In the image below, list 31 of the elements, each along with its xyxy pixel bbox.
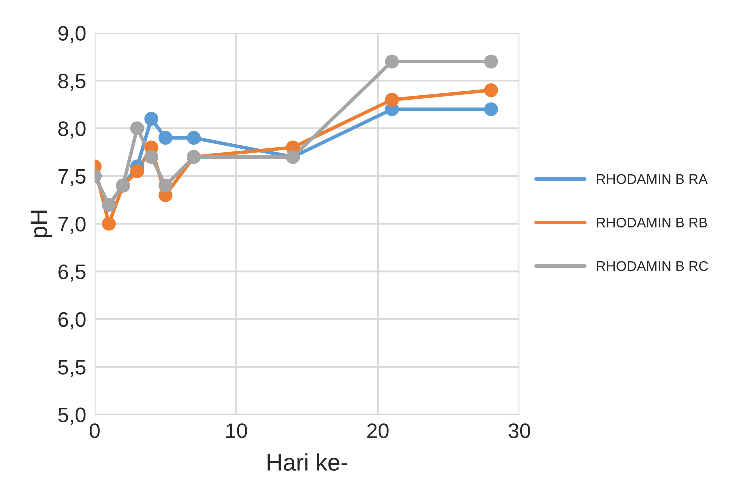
y-tick-label: 6,0 (58, 312, 86, 330)
y-tick-label: 5,0 (58, 408, 86, 426)
point (102, 217, 116, 231)
y-axis-title: pH (30, 210, 52, 238)
point (130, 164, 144, 178)
point (484, 54, 498, 69)
y-tick-label: 8,5 (58, 74, 86, 92)
y-tick-label: 5,5 (58, 360, 86, 378)
x-tick-label: 20 (368, 424, 389, 438)
point (144, 150, 159, 164)
y-tick-label: 7,0 (58, 216, 86, 234)
x-tick-label: 0 (90, 424, 100, 438)
point (484, 102, 498, 116)
point (144, 112, 159, 126)
point (130, 122, 144, 136)
point (385, 93, 400, 107)
y-tick-label: 8,0 (58, 122, 86, 139)
x-axis-title: Hari ke- (268, 454, 348, 472)
point (385, 54, 400, 69)
legend-label: RHODAMIN B RA (597, 174, 708, 184)
x-tick-label: 10 (226, 424, 248, 438)
y-tick-label: 6,5 (58, 264, 86, 282)
legend-label: RHODAMIN B RB (597, 218, 708, 228)
point (158, 131, 173, 146)
point (158, 178, 173, 193)
point (484, 83, 498, 98)
x-tick-label: 30 (508, 424, 530, 438)
y-tick-label: 9,0 (58, 26, 86, 44)
point (187, 131, 201, 146)
y-tick-label: 7,5 (58, 170, 86, 187)
legend-label: RHODAMIN B RC (597, 261, 708, 272)
